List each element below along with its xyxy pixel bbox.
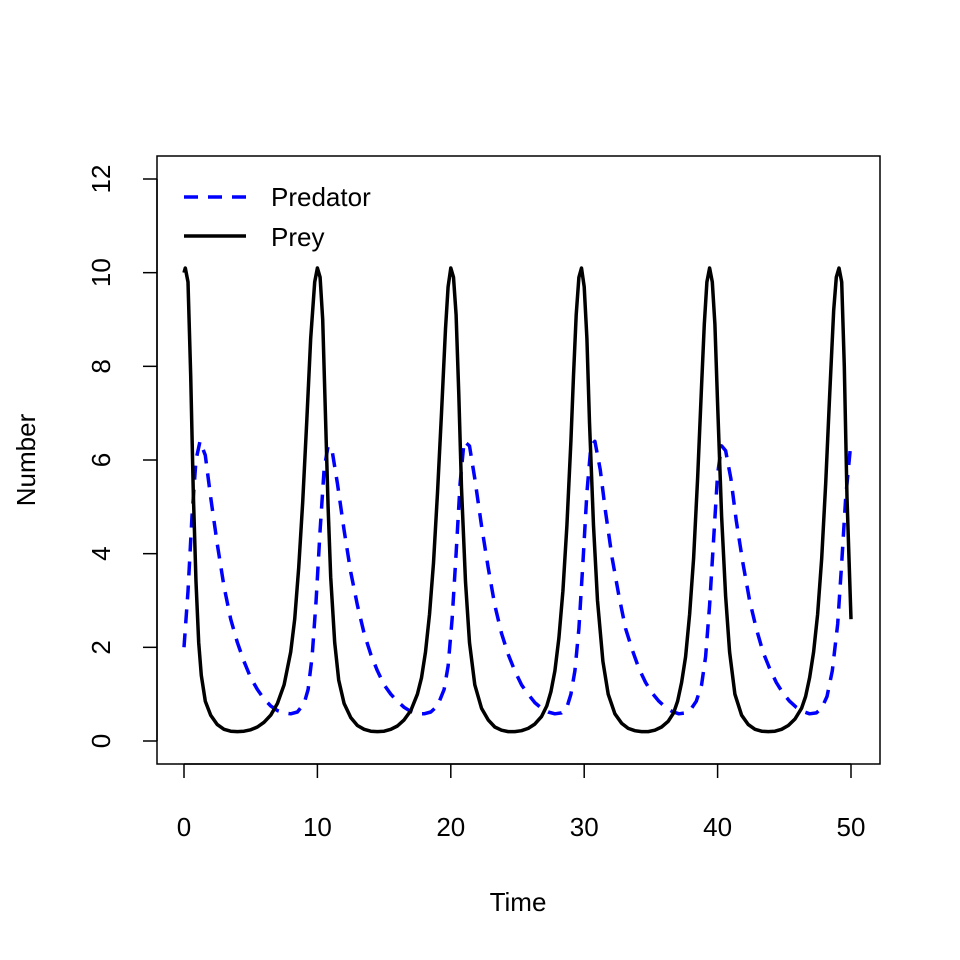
- y-axis: 0 2 4 6 8 10 12: [86, 165, 158, 748]
- series-predator-line: [182, 439, 853, 716]
- y-tick-label: 8: [86, 359, 116, 373]
- legend: Predator Prey: [184, 182, 371, 252]
- legend-label-prey: Prey: [271, 222, 324, 252]
- y-tick-label: 4: [86, 546, 116, 560]
- y-tick-label: 0: [86, 734, 116, 748]
- series-layer: [182, 266, 853, 734]
- x-tick-label: 0: [177, 812, 191, 842]
- y-tick-label: 12: [86, 165, 116, 194]
- x-tick-label: 50: [837, 812, 866, 842]
- x-tick-label: 20: [436, 812, 465, 842]
- y-tick-label: 2: [86, 640, 116, 654]
- x-tick-label: 10: [303, 812, 332, 842]
- x-tick-label: 40: [703, 812, 732, 842]
- y-axis-title: Number: [11, 413, 41, 506]
- y-tick-label: 10: [86, 258, 116, 287]
- y-tick-label: 6: [86, 453, 116, 467]
- legend-label-predator: Predator: [271, 182, 371, 212]
- x-axis-title: Time: [490, 887, 547, 917]
- plot-frame: [156, 155, 881, 765]
- x-axis: 0 10 20 30 40 50: [177, 763, 866, 842]
- x-tick-label: 30: [570, 812, 599, 842]
- series-prey-line: [182, 266, 853, 734]
